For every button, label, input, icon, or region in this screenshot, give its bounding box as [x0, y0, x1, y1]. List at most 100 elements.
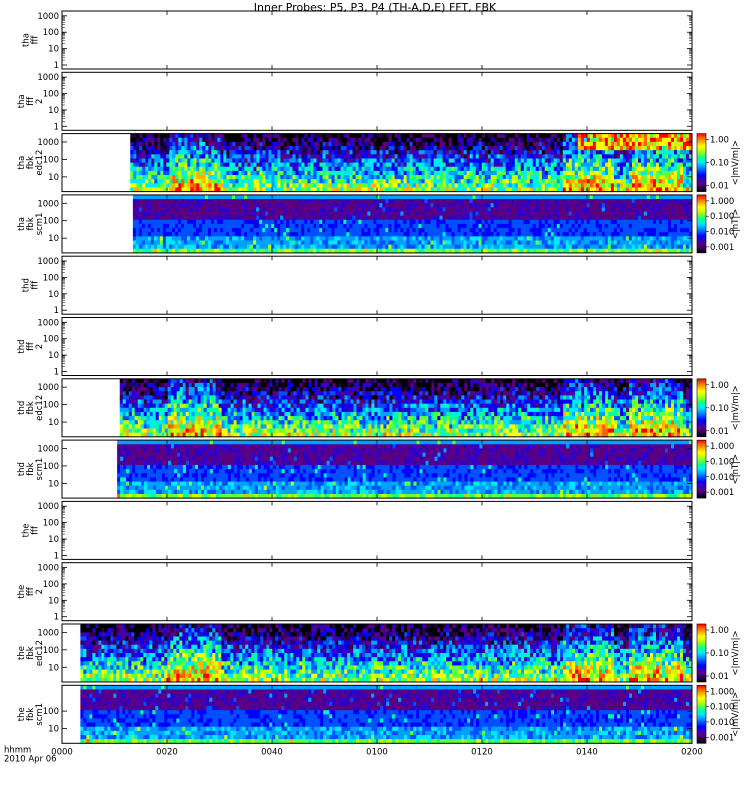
spectrogram-cell: [183, 219, 188, 225]
spectrogram-cell: [511, 244, 516, 250]
spectrogram-cell: [337, 137, 342, 143]
spectrogram-cell: [565, 219, 570, 225]
spectrogram-cell: [217, 228, 221, 233]
spectrogram-cell: [325, 179, 330, 184]
spectrogram-cell: [475, 240, 480, 246]
spectrogram-cell: [346, 199, 350, 204]
spectrogram-cell: [171, 228, 176, 233]
spectrogram-cell: [180, 219, 185, 225]
spectrogram-cell: [562, 228, 567, 233]
spectrogram-cell: [436, 146, 441, 151]
spectrogram-cell: [595, 199, 600, 204]
spectrogram-cell: [529, 141, 534, 147]
spectrogram-cell: [322, 146, 327, 151]
spectrogram-cell: [189, 219, 194, 225]
spectrogram-cell: [484, 215, 489, 221]
spectrogram-cell: [247, 166, 251, 172]
spectrogram-cell: [547, 194, 552, 200]
spectrogram-cell: [532, 207, 537, 212]
spectrogram-cell: [181, 154, 185, 159]
spectrogram-cell: [676, 141, 681, 147]
spectrogram-cell: [259, 166, 263, 172]
spectrogram-cell: [448, 187, 453, 193]
spectrogram-cell: [478, 179, 483, 184]
spectrogram-cell: [541, 244, 546, 250]
spectrogram-cell: [331, 244, 335, 250]
spectrogram-cell: [289, 137, 293, 143]
spectrogram-cell: [268, 179, 272, 184]
spectrogram-cell: [160, 146, 164, 151]
spectrogram-cell: [154, 170, 158, 176]
spectrogram-cell: [268, 240, 272, 246]
spectrogram-cell: [637, 133, 642, 139]
spectrogram-cell: [220, 154, 224, 159]
spectrogram-cell: [547, 150, 552, 155]
spectrogram-cell: [181, 166, 185, 172]
spectrogram-cell: [349, 199, 353, 204]
spectrogram-cell: [649, 141, 654, 147]
spectrogram-cell: [190, 170, 194, 176]
spectrogram-cell: [520, 137, 525, 143]
spectrogram-cell: [487, 240, 492, 246]
spectrogram-cell: [415, 154, 420, 159]
spectrogram-cell: [325, 228, 329, 233]
spectrogram-cell: [493, 207, 498, 212]
spectrogram-cell: [250, 219, 254, 225]
spectrogram-cell: [640, 141, 645, 147]
spectrogram-cell: [331, 146, 336, 151]
spectrogram-cell: [580, 207, 585, 212]
spectrogram-cell: [469, 240, 474, 246]
spectrogram-cell: [676, 150, 681, 155]
spectrogram-cell: [157, 183, 161, 188]
spectrogram-cell: [451, 219, 456, 225]
spectrogram-cell: [622, 179, 627, 184]
spectrogram-cell: [193, 187, 197, 193]
spectrogram-cell: [283, 162, 287, 168]
spectrogram-cell: [406, 248, 410, 254]
spectrogram-cell: [268, 170, 272, 176]
spectrogram-cell: [463, 219, 468, 225]
spectrogram-cell: [346, 133, 351, 139]
spectrogram-cell: [202, 187, 206, 193]
spectrogram-cell: [583, 223, 588, 229]
spectrogram-cell: [298, 166, 302, 172]
spectrogram-cell: [313, 154, 317, 159]
spectrogram-cell: [526, 162, 531, 168]
spectrogram-cell: [433, 137, 438, 143]
spectrogram-cell: [361, 248, 365, 254]
spectrogram-cell: [451, 236, 456, 241]
spectrogram-cell: [196, 133, 200, 139]
spectrogram-cell: [340, 211, 344, 217]
spectrogram-cell: [196, 183, 200, 188]
spectrogram-cell: [153, 240, 158, 246]
spectrogram-cell: [277, 199, 281, 204]
spectrogram-cell: [325, 199, 329, 204]
spectrogram-cell: [289, 175, 293, 180]
spectrogram-cell: [571, 150, 576, 155]
spectrogram-cell: [313, 175, 317, 180]
spectrogram-cell: [159, 228, 164, 233]
spectrogram-cell: [280, 141, 284, 147]
spectrogram-cell: [159, 223, 164, 229]
spectrogram-cell: [415, 240, 419, 246]
spectrogram-cell: [508, 203, 513, 208]
spectrogram-cell: [514, 248, 519, 254]
spectrogram-cell: [256, 179, 260, 184]
spectrogram-cell: [250, 150, 254, 155]
spectrogram-cell: [634, 183, 639, 188]
spectrogram-cell: [193, 211, 197, 217]
spectrogram-cell: [145, 187, 149, 193]
spectrogram-cell: [141, 232, 146, 237]
spectrogram-cell: [304, 248, 308, 254]
spectrogram-cell: [316, 141, 320, 147]
spectrogram-cell: [325, 137, 330, 143]
spectrogram-cell: [637, 154, 642, 159]
spectrogram-cell: [592, 215, 597, 221]
spectrogram-cell: [180, 207, 185, 212]
spectrogram-cell: [538, 199, 543, 204]
spectrogram-cell: [430, 146, 435, 151]
spectrogram-cell: [301, 187, 305, 193]
spectrogram-cell: [418, 223, 422, 229]
spectrogram-cell: [448, 223, 453, 229]
spectrogram-cell: [397, 194, 401, 200]
